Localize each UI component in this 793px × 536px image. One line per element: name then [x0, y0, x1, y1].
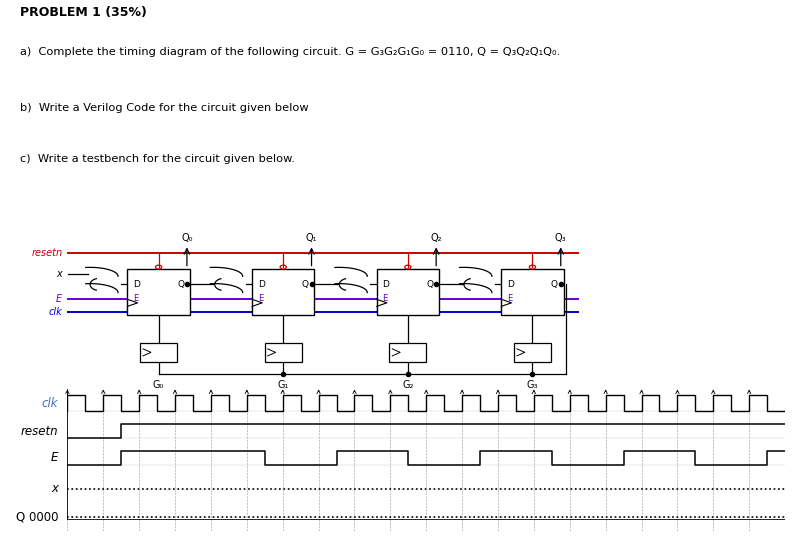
Text: G₁: G₁ — [278, 380, 289, 390]
Text: resetn: resetn — [31, 248, 63, 258]
Bar — [389, 343, 427, 362]
Bar — [501, 269, 564, 315]
Text: E: E — [507, 294, 512, 303]
Text: Q₀: Q₀ — [181, 233, 193, 243]
Text: x: x — [56, 269, 63, 279]
Text: E: E — [51, 451, 59, 464]
Text: D: D — [382, 280, 389, 289]
Text: E: E — [382, 294, 388, 303]
Text: D: D — [258, 280, 265, 289]
Text: Q: Q — [427, 280, 433, 289]
Bar — [265, 343, 301, 362]
Text: E: E — [56, 294, 63, 303]
Text: Q₃: Q₃ — [555, 233, 566, 243]
Text: a)  Complete the timing diagram of the following circuit. G = G₃G₂G₁G₀ = 0110, Q: a) Complete the timing diagram of the fo… — [20, 47, 560, 57]
Text: clk: clk — [48, 307, 63, 317]
Text: x: x — [52, 482, 59, 495]
Bar — [252, 269, 314, 315]
Text: clk: clk — [42, 397, 59, 410]
Text: c)  Write a testbench for the circuit given below.: c) Write a testbench for the circuit giv… — [20, 154, 295, 165]
Text: Q: Q — [551, 280, 558, 289]
Text: G₃: G₃ — [527, 380, 538, 390]
Text: G₂: G₂ — [402, 380, 413, 390]
Text: G₀: G₀ — [153, 380, 164, 390]
Text: Q: Q — [301, 280, 308, 289]
Text: resetn: resetn — [21, 425, 59, 437]
Text: E: E — [133, 294, 138, 303]
Bar — [377, 269, 439, 315]
Text: Q₂: Q₂ — [431, 233, 442, 243]
Bar — [514, 343, 551, 362]
Bar — [140, 343, 177, 362]
Text: PROBLEM 1 (35%): PROBLEM 1 (35%) — [20, 6, 147, 19]
Text: b)  Write a Verilog Code for the circuit given below: b) Write a Verilog Code for the circuit … — [20, 103, 308, 113]
Text: Q₁: Q₁ — [306, 233, 317, 243]
Text: E: E — [258, 294, 263, 303]
Text: D: D — [133, 280, 140, 289]
Bar — [128, 269, 190, 315]
Text: D: D — [507, 280, 514, 289]
Text: Q 0000: Q 0000 — [16, 510, 59, 523]
Text: Q: Q — [177, 280, 184, 289]
